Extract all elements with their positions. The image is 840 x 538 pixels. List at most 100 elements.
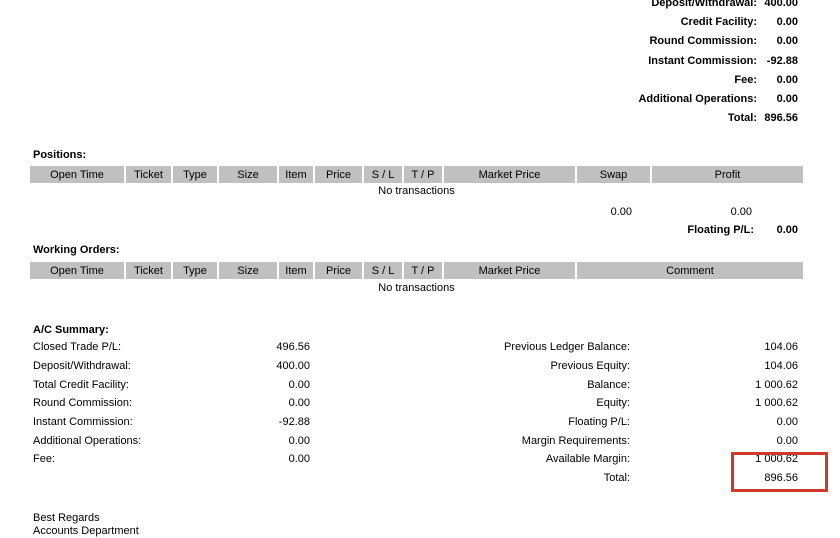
summary-label: Round Commission:	[649, 35, 757, 48]
positions-section-title: Positions:	[33, 149, 87, 161]
column-header-market-price: Market Price	[444, 166, 575, 183]
summary-label: Instant Commission:	[648, 54, 757, 67]
working-orders-section-title: Working Orders:	[33, 244, 120, 256]
column-header-price: Price	[315, 166, 362, 183]
ac-row-fee: Fee: 0.00	[33, 450, 310, 469]
ac-row-total-credit-facility: Total Credit Facility: 0.00	[33, 375, 310, 394]
column-header-price: Price	[315, 262, 362, 279]
ac-value: 1 000.62	[755, 397, 798, 410]
column-header-item: Item	[279, 262, 313, 279]
positions-profit-total: 0.00	[730, 206, 752, 218]
column-header-sl: S / L	[364, 262, 402, 279]
floating-pl-label: Floating P/L:	[687, 224, 754, 236]
column-header-ticket: Ticket	[126, 166, 171, 183]
working-orders-table-header: Open Time Ticket Type Size Item Price S …	[30, 262, 803, 279]
ac-value: 496.56	[276, 341, 310, 354]
ac-label: Equity:	[596, 397, 630, 410]
ac-row-floating-pl: Floating P/L: 0.00	[430, 413, 798, 432]
ac-row-balance: Balance: 1 000.62	[430, 375, 798, 394]
ac-label: Instant Commission:	[33, 416, 133, 429]
ac-value: 104.06	[764, 341, 798, 354]
ac-label: Balance:	[587, 378, 630, 391]
column-header-type: Type	[173, 262, 217, 279]
summary-row-total: Total: 896.56	[478, 109, 798, 128]
ac-label: Additional Operations:	[33, 434, 142, 447]
ac-row-equity: Equity: 1 000.62	[430, 394, 798, 413]
column-header-size: Size	[219, 262, 277, 279]
ac-value: 0.00	[776, 416, 798, 429]
footer-signature: Best Regards Accounts Department	[33, 512, 139, 538]
floating-pl-value: 0.00	[776, 224, 798, 236]
ac-summary-section-title: A/C Summary:	[33, 324, 109, 336]
ac-label: Previous Equity:	[550, 360, 630, 373]
ac-row-available-margin: Available Margin: 1 000.62	[430, 450, 798, 469]
summary-label: Total:	[727, 112, 757, 125]
positions-table-header: Open Time Ticket Type Size Item Price S …	[30, 166, 803, 183]
column-header-market-price: Market Price	[444, 262, 575, 279]
ac-value: 0.00	[288, 397, 310, 410]
closed-transactions-summary: Deposit/Withdrawal: 400.00 Credit Facili…	[478, 0, 798, 128]
working-orders-empty-message: No transactions	[378, 282, 455, 294]
ac-row-total: Total: 896.56	[430, 469, 798, 488]
summary-value: 0.00	[776, 15, 798, 28]
ac-row-previous-ledger-balance: Previous Ledger Balance: 104.06	[430, 338, 798, 357]
ac-row-deposit-withdrawal: Deposit/Withdrawal: 400.00	[33, 357, 310, 376]
ac-label: Total Credit Facility:	[33, 378, 129, 391]
ac-value: 1 000.62	[755, 378, 798, 391]
ac-row-closed-trade-pl: Closed Trade P/L: 496.56	[33, 338, 310, 357]
column-header-type: Type	[173, 166, 217, 183]
positions-empty-message: No transactions	[378, 185, 455, 197]
summary-value: 0.00	[776, 35, 798, 48]
summary-row-instant-commission: Instant Commission: -92.88	[478, 51, 798, 70]
column-header-tp: T / P	[404, 262, 442, 279]
footer-line-accounts-department: Accounts Department	[33, 525, 139, 537]
positions-swap-total: 0.00	[610, 206, 632, 218]
ac-label: Total:	[603, 472, 630, 485]
ac-row-round-commission: Round Commission: 0.00	[33, 394, 310, 413]
summary-label: Fee:	[734, 73, 757, 86]
ac-label: Fee:	[33, 453, 56, 466]
ac-summary-left-column: Closed Trade P/L: 496.56 Deposit/Withdra…	[33, 338, 310, 469]
column-header-ticket: Ticket	[126, 262, 171, 279]
ac-label: Round Commission:	[33, 397, 133, 410]
column-header-tp: T / P	[404, 166, 442, 183]
summary-label: Deposit/Withdrawal:	[651, 0, 757, 9]
ac-value: -92.88	[278, 416, 310, 429]
ac-summary-right-column: Previous Ledger Balance: 104.06 Previous…	[430, 338, 798, 488]
ac-value: 0.00	[288, 434, 310, 447]
floating-pl-row: Floating P/L: 0.00	[687, 224, 798, 237]
ac-label: Margin Requirements:	[521, 434, 630, 447]
ac-row-additional-operations: Additional Operations: 0.00	[33, 431, 310, 450]
summary-value: 0.00	[776, 73, 798, 86]
footer-line-best-regards: Best Regards	[33, 512, 100, 524]
ac-value: 0.00	[776, 434, 798, 447]
ac-row-instant-commission: Instant Commission: -92.88	[33, 413, 310, 432]
ac-label: Floating P/L:	[568, 416, 630, 429]
ac-value: 896.56	[764, 472, 798, 485]
column-header-size: Size	[219, 166, 277, 183]
summary-row-deposit-withdrawal: Deposit/Withdrawal: 400.00	[478, 0, 798, 12]
summary-row-credit-facility: Credit Facility: 0.00	[478, 12, 798, 31]
ac-row-previous-equity: Previous Equity: 104.06	[430, 357, 798, 376]
ac-value: 0.00	[288, 453, 310, 466]
summary-label: Additional Operations:	[638, 93, 757, 106]
summary-value: 400.00	[764, 0, 798, 9]
ac-label: Previous Ledger Balance:	[504, 341, 630, 354]
ac-label: Deposit/Withdrawal:	[33, 360, 131, 373]
column-header-open-time: Open Time	[30, 262, 124, 279]
summary-row-fee: Fee: 0.00	[478, 70, 798, 89]
column-header-open-time: Open Time	[30, 166, 124, 183]
ac-value: 0.00	[288, 378, 310, 391]
ac-value: 400.00	[276, 360, 310, 373]
ac-value: 1 000.62	[755, 453, 798, 466]
summary-row-round-commission: Round Commission: 0.00	[478, 32, 798, 51]
summary-value: 0.00	[776, 93, 798, 106]
column-header-profit: Profit	[652, 166, 803, 183]
ac-label: Available Margin:	[545, 453, 630, 466]
column-header-item: Item	[279, 166, 313, 183]
ac-value: 104.06	[764, 360, 798, 373]
ac-row-margin-requirements: Margin Requirements: 0.00	[430, 431, 798, 450]
column-header-comment: Comment	[577, 262, 803, 279]
summary-label: Credit Facility:	[680, 15, 757, 28]
